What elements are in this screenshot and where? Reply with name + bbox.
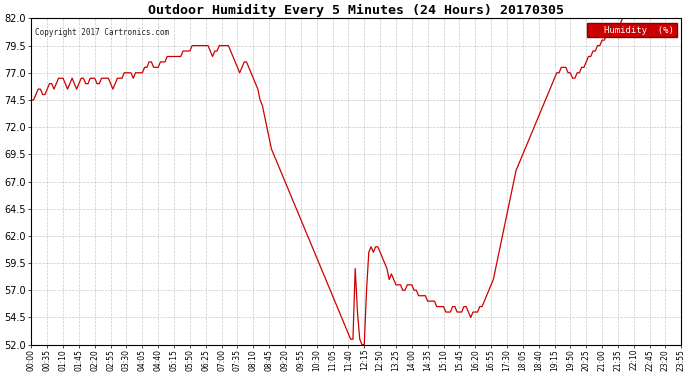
Text: Copyright 2017 Cartronics.com: Copyright 2017 Cartronics.com: [34, 28, 169, 37]
Legend: Humidity  (%): Humidity (%): [587, 23, 677, 38]
Title: Outdoor Humidity Every 5 Minutes (24 Hours) 20170305: Outdoor Humidity Every 5 Minutes (24 Hou…: [148, 4, 564, 17]
